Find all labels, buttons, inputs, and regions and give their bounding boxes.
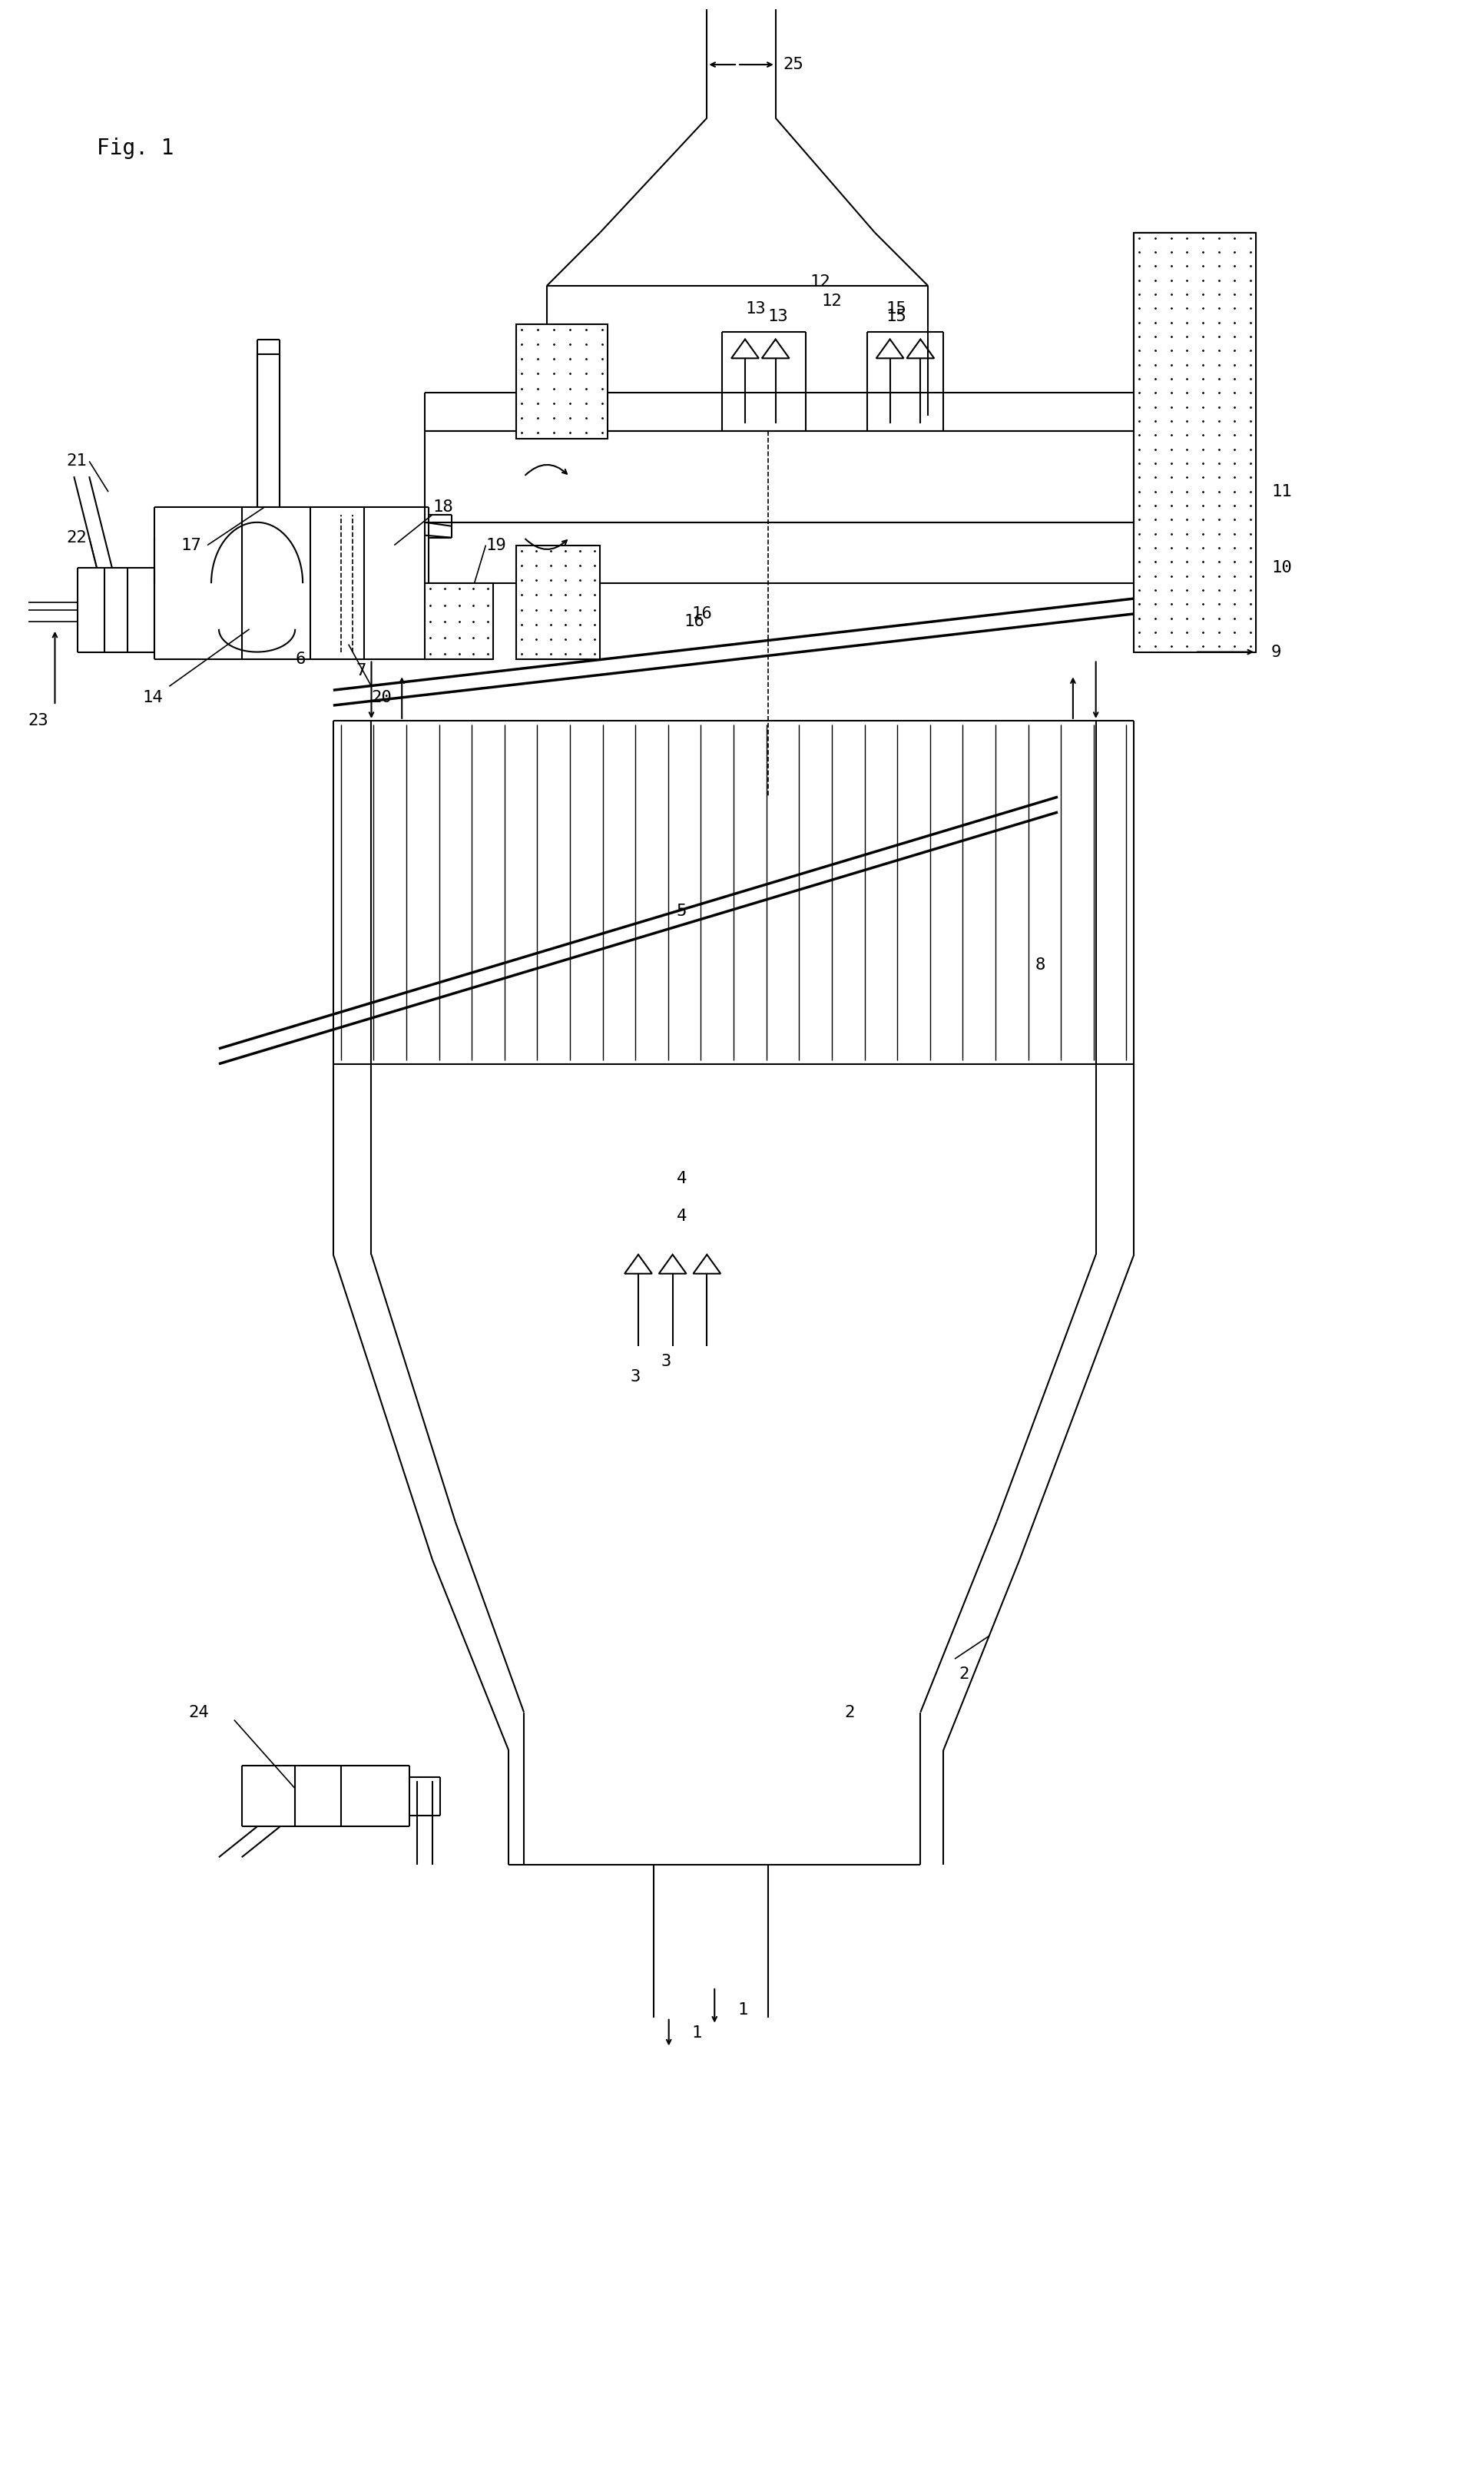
Text: Fig. 1: Fig. 1 (96, 137, 174, 159)
Bar (516, 544, 600, 661)
Text: 2: 2 (959, 1667, 969, 1682)
Text: 13: 13 (767, 308, 788, 323)
Text: 16: 16 (692, 606, 712, 621)
Text: 6: 6 (295, 651, 306, 668)
Text: 22: 22 (67, 529, 88, 544)
Text: 20: 20 (371, 691, 392, 705)
Text: 18: 18 (432, 499, 453, 514)
Text: 1: 1 (692, 2024, 702, 2039)
Text: 10: 10 (1270, 561, 1291, 576)
Bar (424, 584, 493, 661)
Text: 14: 14 (142, 691, 163, 705)
Text: 1: 1 (738, 2002, 748, 2017)
Text: 15: 15 (886, 308, 907, 323)
Text: 4: 4 (677, 1210, 686, 1225)
Text: 9: 9 (1270, 643, 1281, 661)
Text: 3: 3 (660, 1354, 671, 1369)
Text: 4: 4 (677, 1170, 686, 1185)
Text: 3: 3 (631, 1369, 641, 1384)
Text: 16: 16 (684, 614, 705, 628)
Text: 8: 8 (1034, 956, 1045, 971)
Text: 24: 24 (188, 1704, 209, 1719)
Text: 17: 17 (181, 537, 202, 554)
Text: 12: 12 (821, 293, 841, 308)
Text: 11: 11 (1270, 484, 1291, 499)
Text: 12: 12 (809, 273, 830, 291)
Text: 7: 7 (356, 663, 367, 678)
Text: 5: 5 (677, 904, 686, 919)
Text: 2: 2 (844, 1704, 853, 1719)
Text: 25: 25 (782, 57, 803, 72)
Bar (516, 323, 607, 437)
Text: 19: 19 (485, 537, 506, 554)
Text: 21: 21 (67, 455, 88, 469)
Text: 15: 15 (886, 301, 907, 315)
Bar (1134, 233, 1255, 651)
Text: 13: 13 (745, 301, 766, 315)
Text: 23: 23 (28, 713, 49, 728)
